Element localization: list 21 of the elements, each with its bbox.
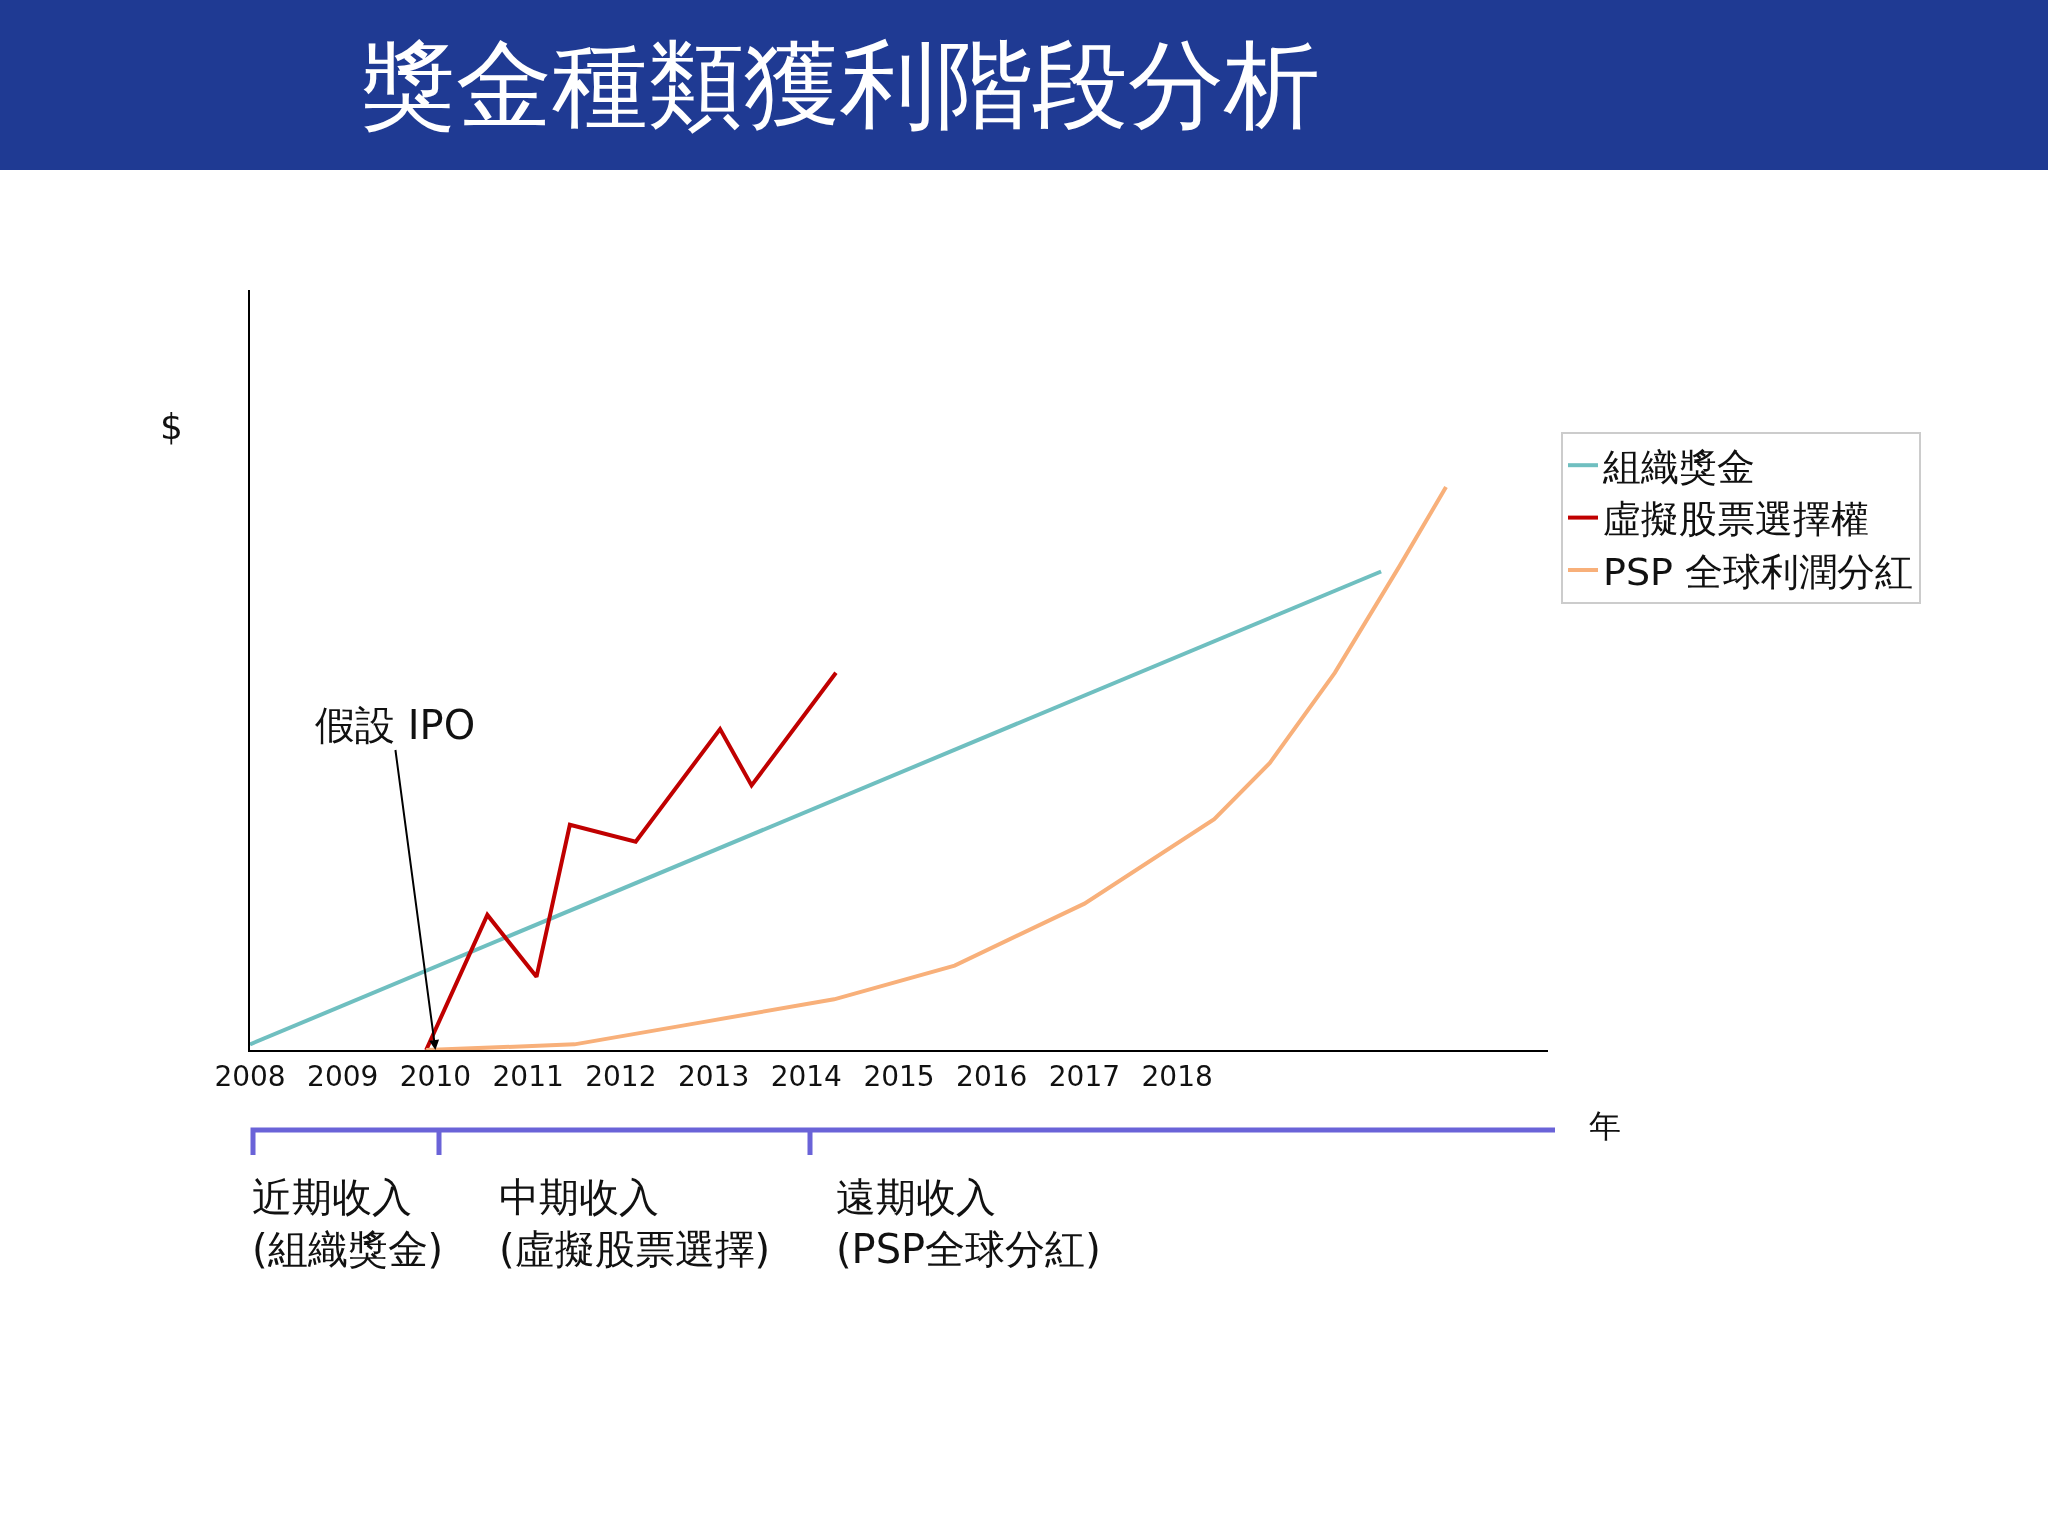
x-axis-title: 年 xyxy=(1589,1107,1621,1145)
x-tick-label: 2018 xyxy=(1141,1059,1213,1093)
x-tick-label: 2013 xyxy=(677,1059,750,1093)
legend-label: 虛擬股票選擇權 xyxy=(1602,497,1869,542)
x-tick-label: 2009 xyxy=(307,1059,379,1093)
x-tick-label: 2015 xyxy=(863,1059,935,1093)
x-tick-label: 2017 xyxy=(1048,1059,1121,1093)
text: 遠期收入 (PSP全球分紅) xyxy=(836,1174,1101,1272)
legend-label: 組織獎金 xyxy=(1601,445,1755,490)
x-tick-label: 2011 xyxy=(492,1059,564,1093)
x-tick-label: 2014 xyxy=(770,1059,842,1093)
x-tick-label: 2012 xyxy=(585,1059,657,1093)
chart-title: 獎金種類獲利階段分析 xyxy=(0,0,2048,170)
x-tick-label: 2008 xyxy=(214,1059,286,1093)
text: 中期收入 (虛擬股票選擇) xyxy=(499,1174,771,1272)
annotation: 假設 IPO xyxy=(315,702,476,748)
y-axis-title: $ xyxy=(160,406,183,447)
x-tick-label: 2010 xyxy=(399,1059,472,1093)
text: 近期收入 (組織獎金) xyxy=(252,1174,444,1272)
x-tick-label: 2016 xyxy=(956,1059,1028,1093)
legend-label: PSP 全球利潤分紅 xyxy=(1602,549,1914,594)
